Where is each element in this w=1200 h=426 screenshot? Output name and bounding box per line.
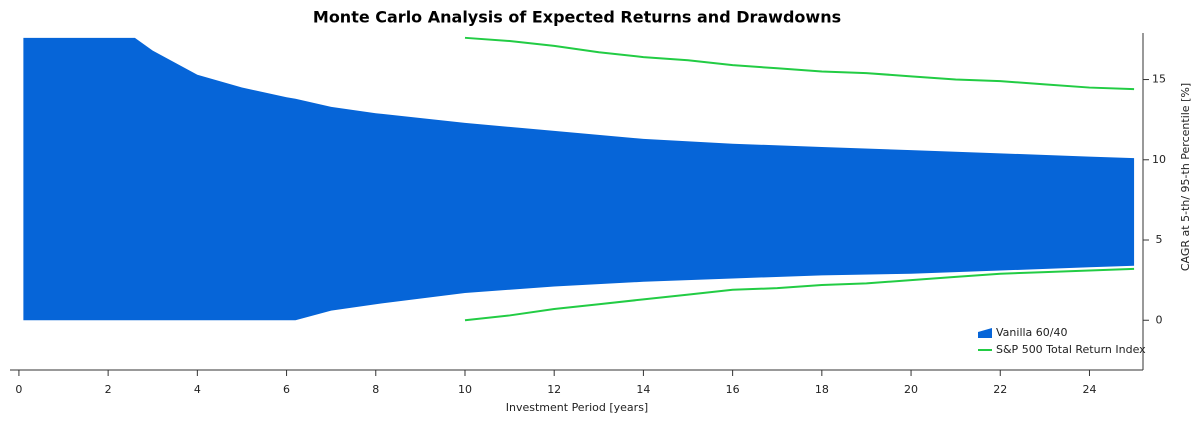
x-axis-label: Investment Period [years] <box>506 401 648 414</box>
band-area <box>23 37 1135 321</box>
percentile-line <box>464 267 1135 322</box>
x-tick-label: 14 <box>636 383 650 396</box>
legend-label: S&P 500 Total Return Index <box>996 343 1146 356</box>
x-tick-label: 4 <box>194 383 201 396</box>
x-tick-label: 10 <box>458 383 472 396</box>
chart-title: Monte Carlo Analysis of Expected Returns… <box>313 8 841 27</box>
y-tick-label: 10 <box>1152 153 1166 166</box>
percentile-line <box>464 36 1135 91</box>
legend-swatch <box>978 328 992 338</box>
x-tick-label: 16 <box>726 383 740 396</box>
y-axis-label: CAGR at 5-th/ 95-th Percentile [%] <box>1179 83 1192 271</box>
x-tick-label: 20 <box>904 383 918 396</box>
x-tick-label: 2 <box>105 383 112 396</box>
x-tick-label: 22 <box>993 383 1007 396</box>
x-tick-label: 12 <box>547 383 561 396</box>
y-tick-label: 15 <box>1152 73 1166 86</box>
legend-label: Vanilla 60/40 <box>996 326 1068 339</box>
y-tick-label: 5 <box>1156 233 1163 246</box>
y-tick-label: 0 <box>1156 313 1163 326</box>
x-tick-label: 18 <box>815 383 829 396</box>
x-tick-label: 24 <box>1082 383 1096 396</box>
x-tick-label: 6 <box>283 383 290 396</box>
x-tick-label: 0 <box>15 383 22 396</box>
x-tick-label: 8 <box>372 383 379 396</box>
